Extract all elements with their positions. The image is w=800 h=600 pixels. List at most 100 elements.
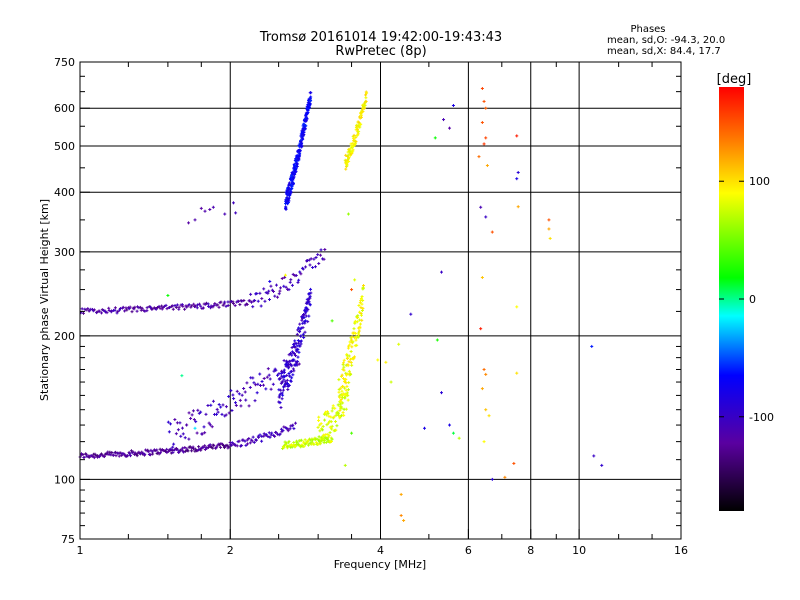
chart-title: Tromsø 20161014 19:42:00-19:43:43 — [259, 30, 502, 45]
trace-point — [277, 292, 281, 296]
scatter-point — [353, 278, 357, 282]
trace-point — [135, 454, 139, 458]
trace-point — [139, 308, 143, 312]
trace-point — [252, 440, 256, 444]
scatter-point — [283, 273, 287, 277]
trace-point — [264, 291, 268, 295]
trace-point — [305, 117, 309, 121]
trace-point — [341, 385, 345, 389]
trace-point — [334, 413, 338, 417]
trace-point — [293, 354, 297, 358]
trace-point — [333, 406, 337, 410]
trace-point — [285, 378, 289, 382]
scatter-point — [484, 408, 488, 412]
trace-point — [243, 439, 247, 443]
trace-point — [336, 403, 340, 407]
scatter-point — [515, 371, 519, 375]
scatter-point — [203, 209, 207, 213]
trace-point — [239, 404, 243, 408]
trace-point — [212, 304, 216, 308]
trace-point — [187, 411, 191, 415]
trace-point — [293, 339, 297, 343]
trace-point — [334, 420, 338, 424]
trace-point — [235, 389, 239, 393]
trace-point — [276, 432, 280, 436]
trace-point — [296, 328, 300, 332]
trace-point — [252, 381, 256, 385]
trace-point — [347, 381, 351, 385]
trace-point — [327, 414, 331, 418]
scatter-point — [484, 372, 488, 376]
trace-point — [130, 310, 134, 314]
trace-point — [280, 380, 284, 384]
scatter-point — [208, 207, 212, 211]
trace-point — [100, 311, 104, 315]
trace-point — [291, 182, 295, 186]
trace-point — [284, 285, 288, 289]
trace-point — [280, 277, 284, 281]
trace-point — [255, 292, 259, 296]
trace-point — [334, 428, 338, 432]
scatter-point — [234, 211, 238, 215]
x-tick-label: 4 — [377, 544, 384, 557]
scatter-point — [223, 212, 227, 216]
trace-point — [289, 379, 293, 383]
trace-point — [358, 326, 362, 330]
trace-point — [280, 397, 284, 401]
trace-point — [190, 304, 194, 308]
scatter-point — [485, 164, 489, 168]
trace-point — [357, 329, 361, 333]
trace-point — [359, 122, 363, 126]
x-tick-label: 8 — [527, 544, 534, 557]
trace-point — [355, 320, 359, 324]
trace-point — [115, 311, 119, 315]
trace-point — [279, 406, 283, 410]
trace-point — [304, 319, 308, 323]
colorbar-tick-label: 100 — [749, 175, 770, 188]
trace-point — [350, 335, 354, 339]
trace-point — [330, 437, 334, 441]
trace-point — [292, 427, 296, 431]
trace-point — [356, 314, 360, 318]
trace-point — [266, 291, 270, 295]
trace-point — [287, 371, 291, 375]
trace-point — [157, 304, 161, 308]
trace-point — [298, 270, 302, 274]
scatter-point — [480, 276, 484, 280]
scatter-point — [343, 463, 347, 467]
trace-point — [296, 355, 300, 359]
trace-point — [104, 310, 108, 314]
trace-point — [349, 361, 353, 365]
trace-point — [291, 272, 295, 276]
trace-point — [155, 306, 159, 310]
trace-point — [307, 300, 311, 304]
trace-point — [350, 345, 354, 349]
scatter-point — [490, 230, 494, 234]
scatter-point — [592, 454, 596, 458]
trace-point — [227, 445, 231, 449]
trace-point — [211, 399, 215, 403]
trace-point — [193, 447, 197, 451]
trace-point — [270, 431, 274, 435]
trace-point — [294, 363, 298, 367]
trace-point — [230, 443, 234, 447]
trace-point — [195, 431, 199, 435]
trace-point — [340, 406, 344, 410]
trace-point — [337, 390, 341, 394]
scatter-point — [422, 426, 426, 430]
trace-point — [84, 452, 88, 456]
trace-point — [346, 356, 350, 360]
trace-point — [276, 373, 280, 377]
trace-point — [305, 259, 309, 263]
trace-point — [243, 390, 247, 394]
scatter-point — [211, 205, 215, 209]
trace-point — [167, 430, 171, 434]
trace-point — [264, 433, 268, 437]
trace-point — [262, 432, 266, 436]
trace-point — [165, 447, 169, 451]
scatter-point — [180, 374, 184, 378]
trace-point — [111, 453, 115, 457]
trace-point — [318, 429, 322, 433]
trace-point — [361, 306, 365, 310]
trace-point — [254, 438, 258, 442]
